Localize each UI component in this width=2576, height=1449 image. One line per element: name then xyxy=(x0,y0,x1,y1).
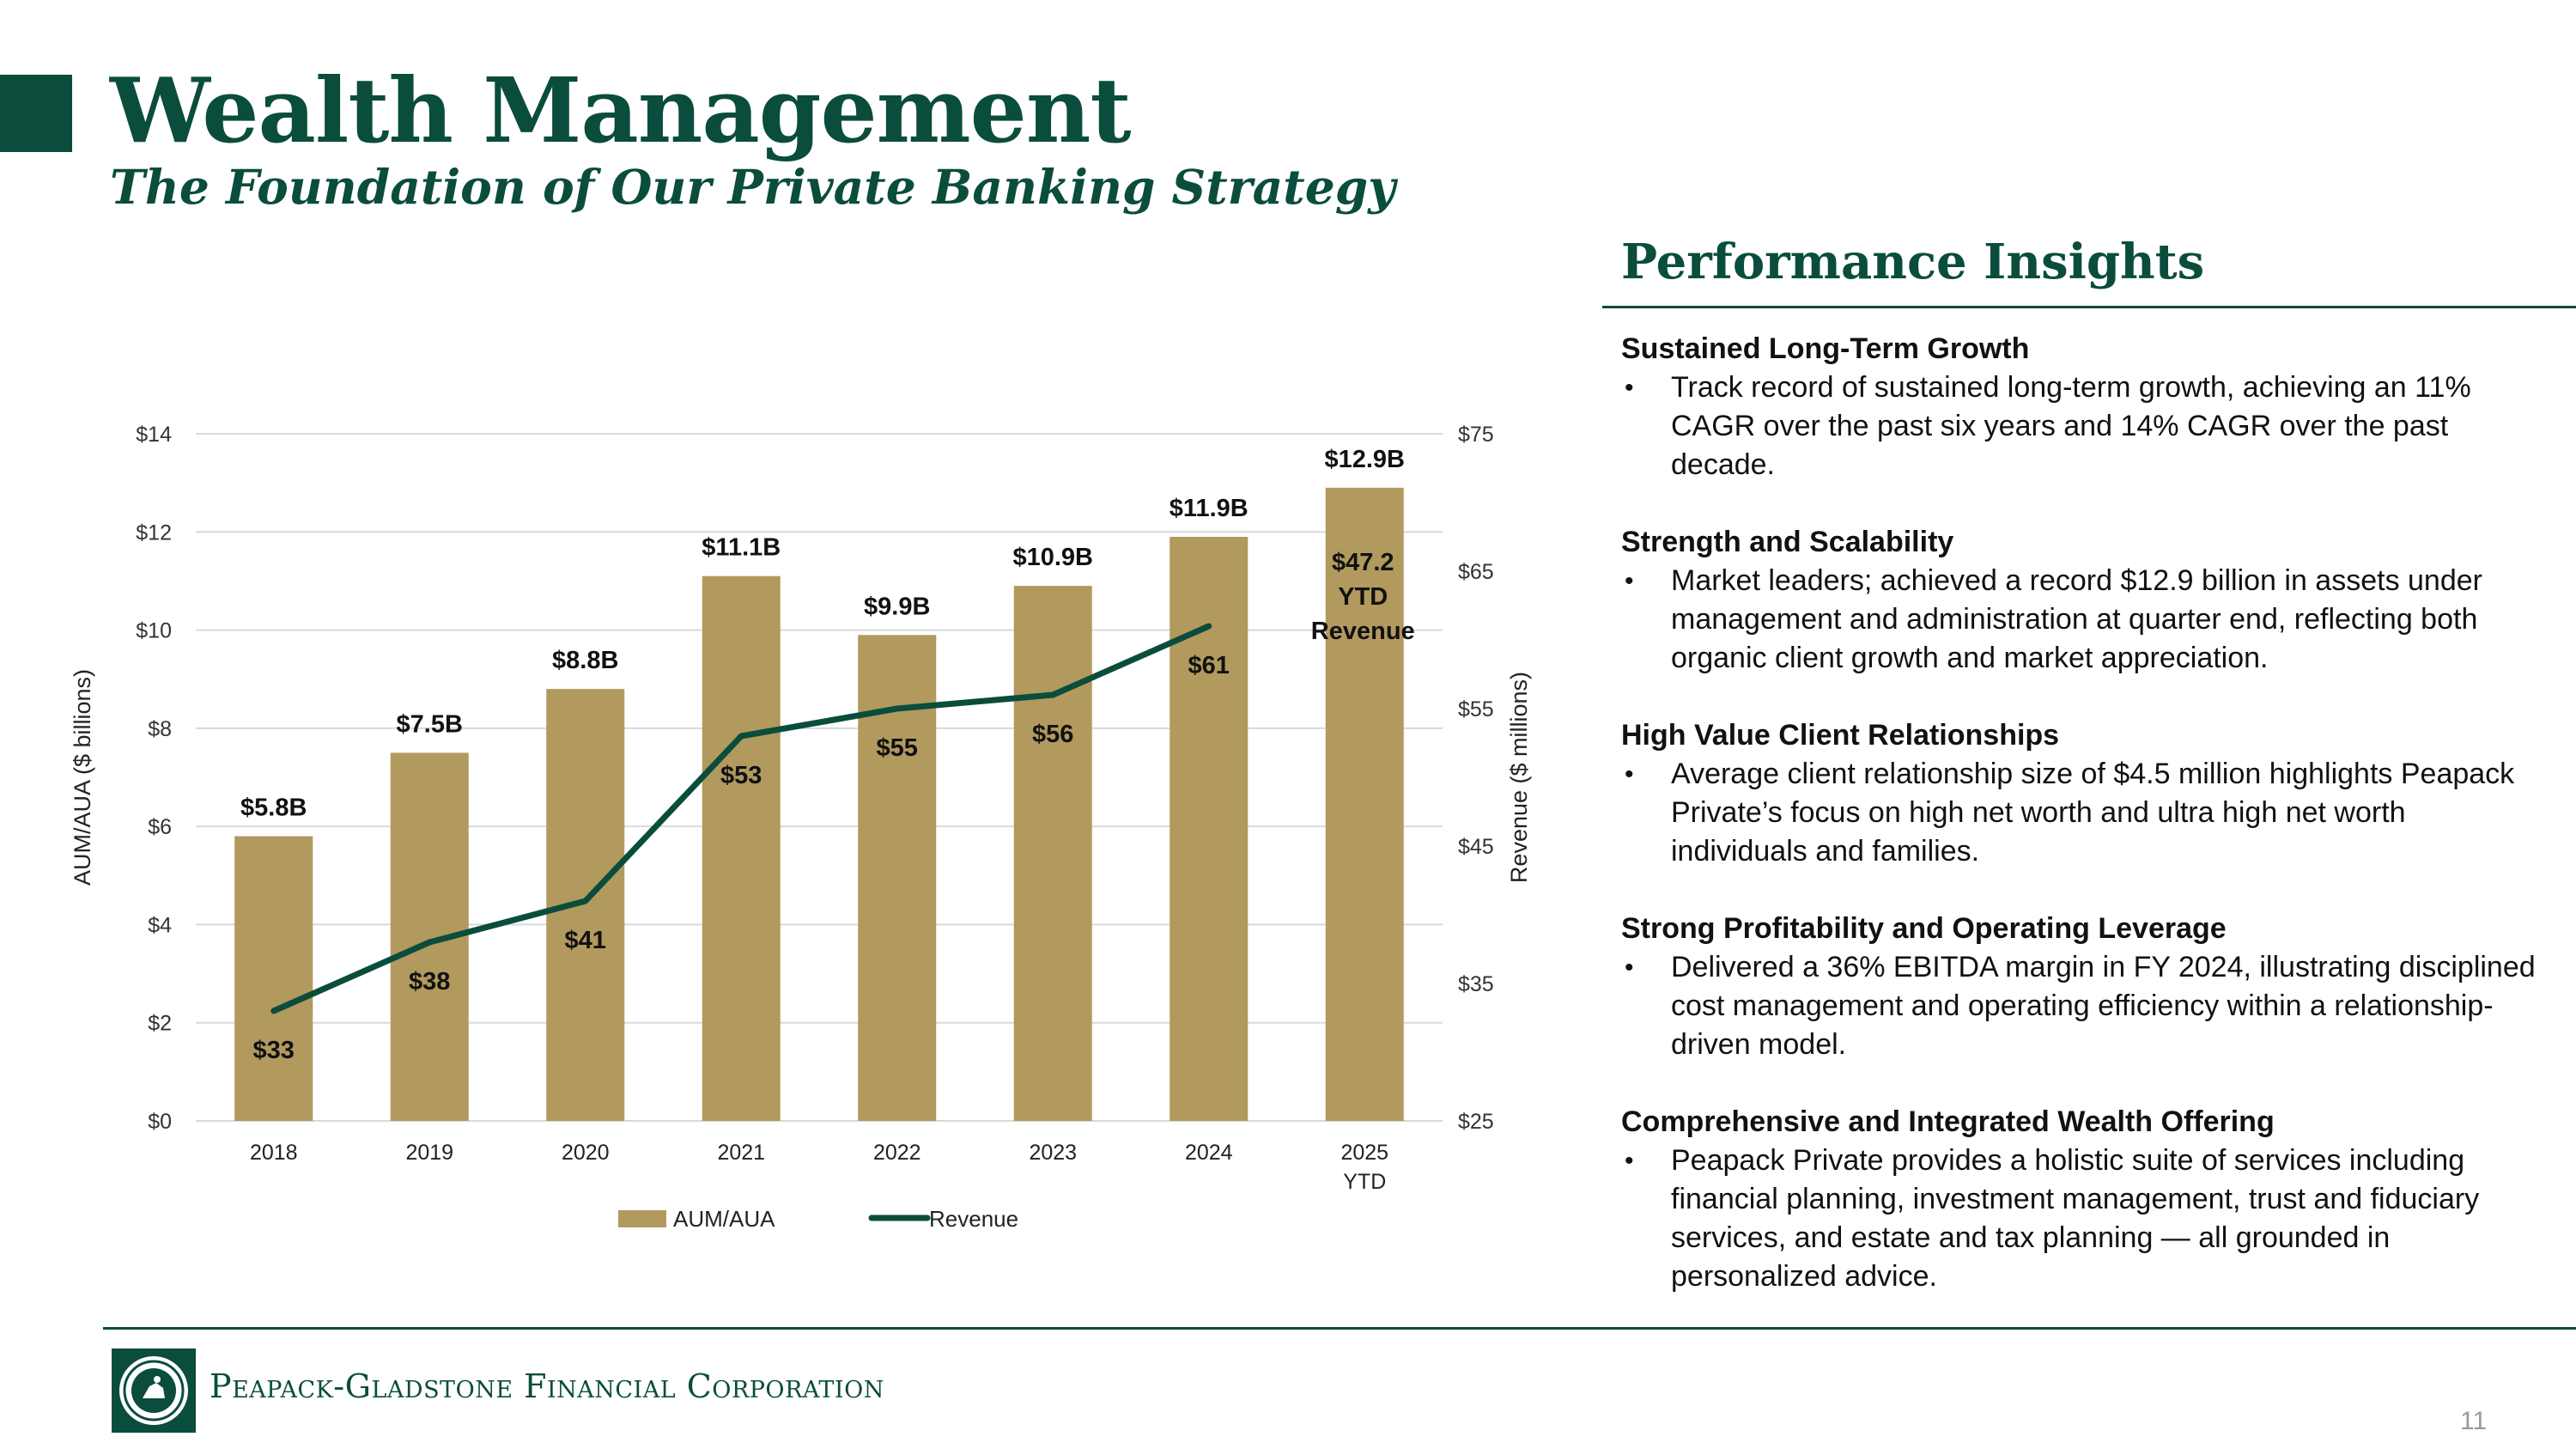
insight-bullet-row: • Average client relationship size of $4.… xyxy=(1621,755,2549,871)
page-number: 11 xyxy=(2460,1407,2488,1435)
y-tick-label: $10 xyxy=(136,619,172,643)
bar-data-label: $9.9B xyxy=(864,593,930,620)
revenue-point xyxy=(738,734,744,739)
bullet-icon: • xyxy=(1625,953,1634,982)
insight-bullet-row: • Delivered a 36% EBITDA margin in FY 202… xyxy=(1621,948,2549,1064)
revenue-data-label: $41 xyxy=(565,927,606,954)
insight-heading: Comprehensive and Integrated Wealth Offe… xyxy=(1621,1105,2275,1138)
y2-tick-label: $75 xyxy=(1458,423,1494,447)
x-tick-label: 2020 xyxy=(562,1141,610,1165)
bullet-icon: • xyxy=(1625,374,1634,402)
page-subtitle: The Foundation of Our Private Banking St… xyxy=(110,159,1396,215)
insight-bullet-row: • Market leaders; achieved a record $12.9… xyxy=(1621,562,2549,678)
page-title: Wealth Management xyxy=(110,58,1131,163)
x-tick-label: 2019 xyxy=(405,1141,453,1165)
y-tick-label: $4 xyxy=(148,913,172,937)
insights-title: Performance Insights xyxy=(1621,234,2205,290)
insights-list: Sustained Long-Term Growth • Track record … xyxy=(1621,330,2549,1335)
revenue-data-label: $56 xyxy=(1032,721,1073,748)
insight-heading: Strength and Scalability xyxy=(1621,526,1954,558)
y-axis-title: AUM/AUA ($ billions) xyxy=(70,669,95,886)
insight-heading: Sustained Long-Term Growth xyxy=(1621,332,2030,365)
x-tick-label: 2023 xyxy=(1029,1141,1077,1165)
revenue-data-label: $61 xyxy=(1188,652,1230,679)
bullet-icon: • xyxy=(1625,567,1634,595)
ytd-revenue-annotation: $47.2 YTD Revenue xyxy=(1311,549,1415,645)
bar-aum-2018 xyxy=(234,836,313,1121)
insight-heading: Strong Profitability and Operating Lever… xyxy=(1621,912,2227,945)
y-tick-label: $0 xyxy=(148,1110,172,1134)
revenue-data-label: $38 xyxy=(409,968,450,995)
revenue-data-label: $55 xyxy=(877,734,918,762)
insight-text: Track record of sustained long-term grow… xyxy=(1671,371,2471,481)
insight-block: Comprehensive and Integrated Wealth Offe… xyxy=(1621,1103,2549,1296)
insights-divider xyxy=(1602,306,2576,308)
y-tick-label: $6 xyxy=(148,815,172,839)
bar-data-label: $12.9B xyxy=(1324,446,1405,473)
legend-swatch-aum xyxy=(618,1210,666,1227)
bar-data-label: $5.8B xyxy=(240,795,307,822)
insight-block: High Value Client Relationships • Average … xyxy=(1621,716,2549,871)
bar-data-label: $10.9B xyxy=(1012,544,1093,571)
legend-label-revenue: Revenue xyxy=(929,1206,1018,1232)
insight-text: Delivered a 36% EBITDA margin in FY 2024… xyxy=(1671,951,2536,1061)
revenue-point xyxy=(1050,692,1056,697)
x-tick-label: 2024 xyxy=(1185,1141,1233,1165)
bar-aum-2020 xyxy=(546,689,625,1121)
bar-aum-2021 xyxy=(702,575,781,1121)
x-tick-label: 2025 YTD xyxy=(1340,1141,1388,1194)
y-tick-label: $12 xyxy=(136,521,172,545)
y2-tick-label: $25 xyxy=(1458,1110,1494,1134)
y2-tick-label: $65 xyxy=(1458,560,1494,584)
revenue-point xyxy=(582,898,588,904)
bar-data-label: $7.5B xyxy=(397,710,463,738)
revenue-point xyxy=(270,1008,276,1014)
revenue-point xyxy=(894,706,900,711)
bullet-icon: • xyxy=(1625,1147,1634,1175)
revenue-point xyxy=(1206,624,1212,629)
bar-aum-2025-YTD xyxy=(1325,487,1404,1121)
legend-label-aum: AUM/AUA xyxy=(673,1206,775,1232)
bar-data-label: $11.1B xyxy=(702,534,781,562)
insight-bullet-row: • Peapack Private provides a holistic sui… xyxy=(1621,1142,2549,1296)
bar-aum-2023 xyxy=(1013,586,1092,1121)
y2-tick-label: $55 xyxy=(1458,697,1494,721)
bar-data-label: $8.8B xyxy=(552,647,618,674)
x-tick-label: 2022 xyxy=(873,1141,921,1165)
x-tick-label: 2018 xyxy=(250,1141,298,1165)
insight-block: Sustained Long-Term Growth • Track record … xyxy=(1621,330,2549,484)
company-seal-icon xyxy=(112,1349,196,1433)
bar-aum-2024 xyxy=(1170,537,1249,1121)
insight-text: Peapack Private provides a holistic suit… xyxy=(1671,1144,2480,1293)
y2-tick-label: $45 xyxy=(1458,835,1494,859)
revenue-data-label: $33 xyxy=(253,1037,295,1064)
revenue-data-label: $53 xyxy=(720,762,762,789)
revenue-point xyxy=(427,940,433,945)
y-tick-label: $8 xyxy=(148,717,172,741)
footer-divider xyxy=(103,1327,2576,1330)
aum-revenue-chart: $0 $2 $4 $6 $8 $10 $12 $14 $25 $35 $45 $55 $65 $75 AUM… xyxy=(70,423,1532,1232)
company-name: Peapack-Gladstone Financial Corporation xyxy=(210,1367,884,1405)
y-tick-label: $14 xyxy=(136,423,172,447)
insight-heading: High Value Client Relationships xyxy=(1621,719,2060,752)
y2-tick-label: $35 xyxy=(1458,972,1494,996)
y-tick-label: $2 xyxy=(148,1012,172,1036)
title-accent-square xyxy=(0,75,72,152)
bar-data-label: $11.9B xyxy=(1170,495,1249,522)
insight-bullet-row: • Track record of sustained long-term gro… xyxy=(1621,368,2549,484)
insight-block: Strength and Scalability • Market leaders;… xyxy=(1621,523,2549,678)
insight-text: Market leaders; achieved a record $12.9 … xyxy=(1671,564,2482,674)
insight-block: Strong Profitability and Operating Lever… xyxy=(1621,910,2549,1064)
bullet-icon: • xyxy=(1625,760,1634,788)
insight-text: Average client relationship size of $4.5… xyxy=(1671,758,2515,868)
x-tick-label: 2021 xyxy=(717,1141,765,1165)
y2-axis-title: Revenue ($ millions) xyxy=(1506,672,1532,883)
